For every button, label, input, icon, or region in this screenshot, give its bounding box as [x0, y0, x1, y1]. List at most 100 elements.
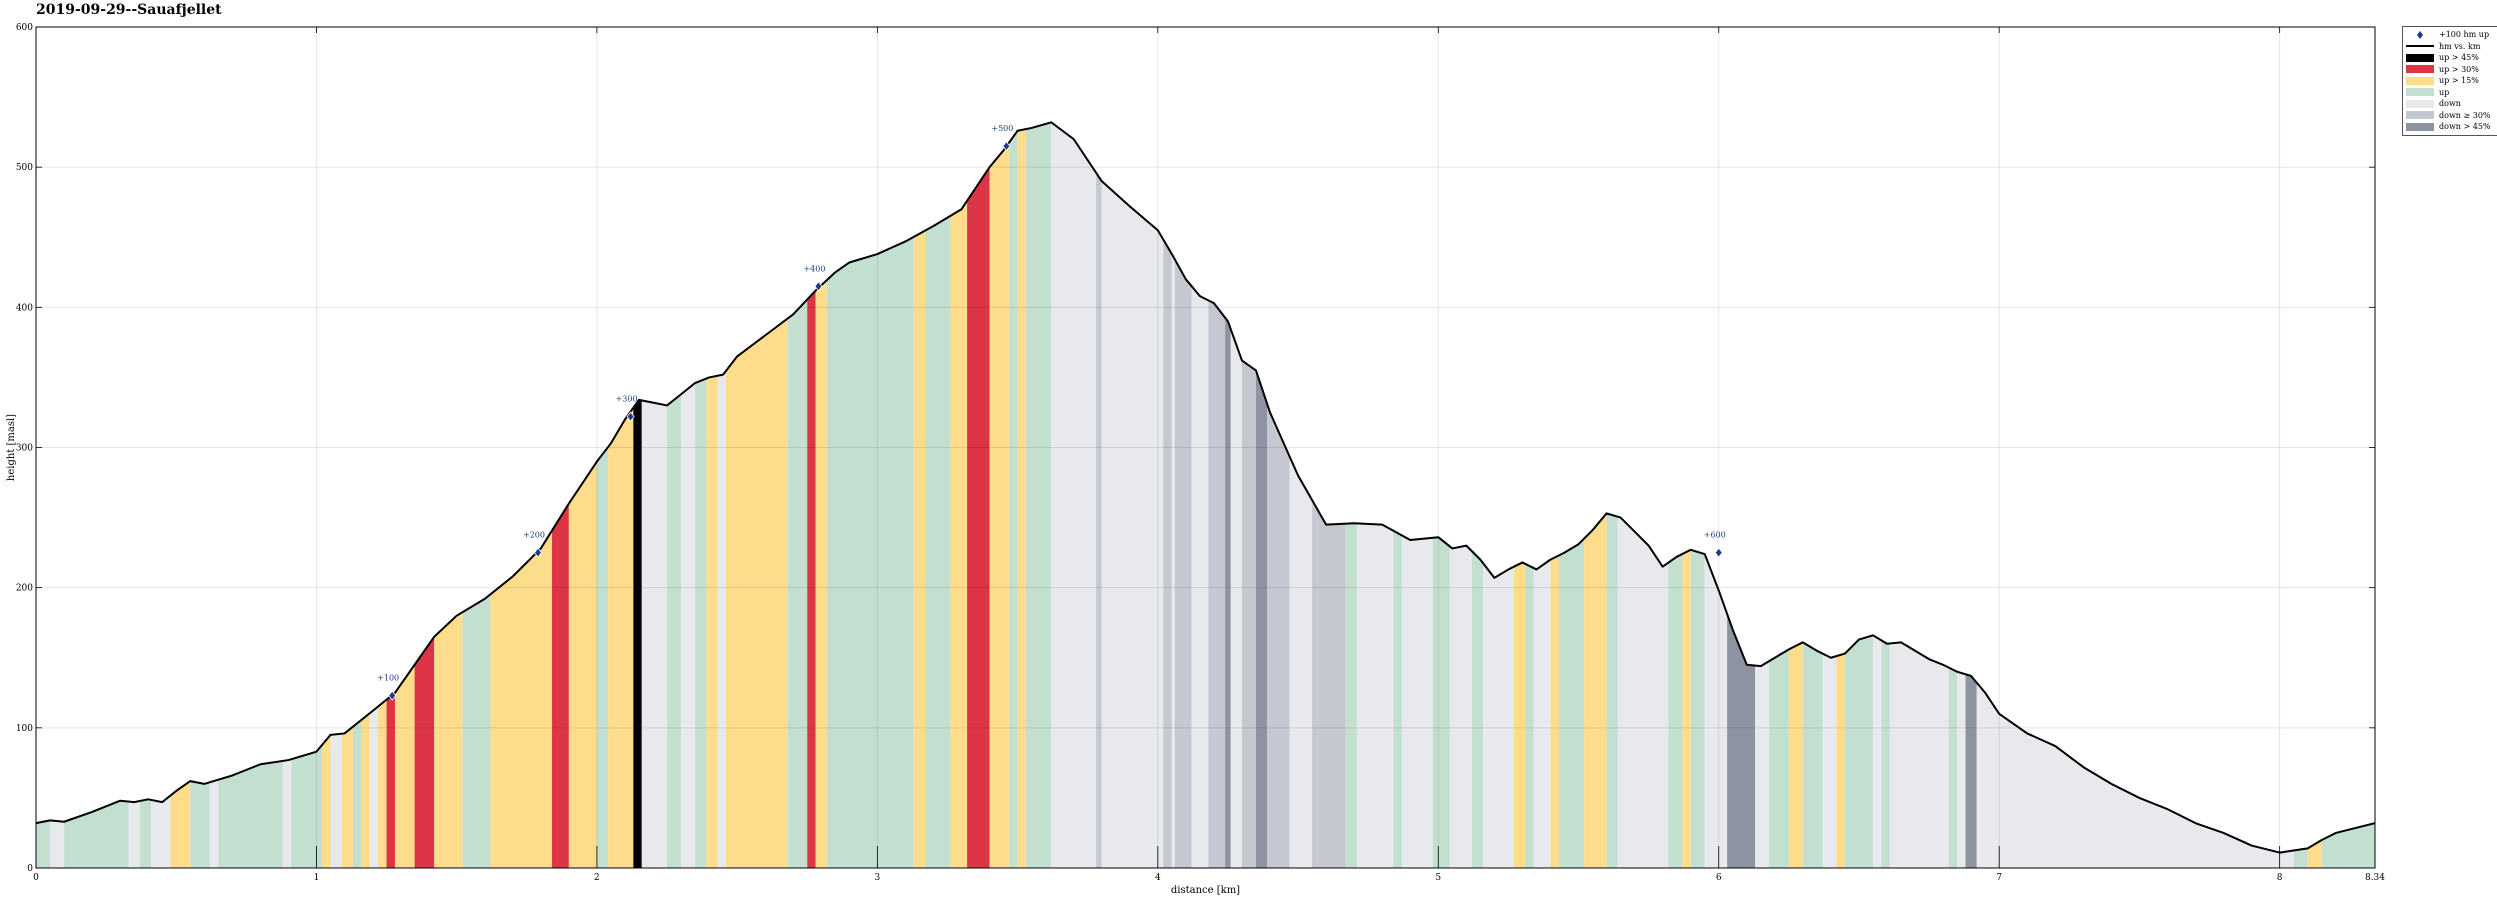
segment-95 [1948, 667, 1958, 868]
segment-99 [2293, 848, 2308, 868]
x-tick-label-4: 4 [1155, 873, 1161, 883]
segment-17 [369, 706, 379, 868]
segment-72 [1514, 562, 1526, 868]
x-tick-label-8: 8 [2277, 873, 2283, 883]
segment-64 [1345, 523, 1357, 868]
legend-label-2: up > 45% [2439, 53, 2479, 63]
segment-61 [1267, 404, 1290, 868]
segment-28 [608, 407, 634, 868]
segment-8 [209, 779, 219, 868]
segment-21 [414, 636, 435, 868]
marker-3 [814, 281, 823, 292]
segment-97 [1965, 674, 1977, 868]
legend-label-0: +100 hm up [2439, 30, 2490, 40]
segment-46 [1009, 130, 1018, 869]
segment-56 [1208, 300, 1226, 868]
segment-71 [1483, 563, 1514, 868]
segment-87 [1788, 642, 1803, 868]
segment-42 [925, 215, 951, 868]
marker-0 [388, 690, 397, 701]
segment-90 [1836, 653, 1845, 868]
segment-34 [706, 375, 718, 868]
segment-22 [434, 612, 463, 868]
x-tick-label-0: 0 [33, 873, 39, 883]
segment-41 [913, 230, 926, 868]
legend-item-5: up [2406, 87, 2494, 99]
segment-86 [1769, 649, 1789, 868]
legend-label-4: up > 15% [2439, 76, 2479, 86]
segment-78 [1606, 513, 1618, 868]
marker-label-2: +300 [616, 395, 638, 404]
segment-65 [1356, 523, 1394, 868]
segment-14 [341, 726, 353, 868]
legend-swatch-8 [2406, 122, 2434, 131]
marker-label-5: +600 [1704, 531, 1726, 540]
segment-9 [218, 760, 283, 868]
segment-57 [1225, 317, 1231, 869]
segment-5 [150, 795, 171, 868]
segment-29 [633, 399, 642, 868]
legend-item-8: down > 45% [2406, 121, 2494, 133]
segment-37 [787, 299, 808, 868]
x-tick-label-9: 8.34 [2365, 873, 2385, 883]
segment-26 [568, 461, 597, 868]
legend-label-1: hm vs. km [2439, 41, 2481, 51]
segment-47 [1017, 129, 1027, 869]
grid [36, 27, 2375, 868]
legend-label-5: up [2439, 87, 2450, 97]
segment-0 [36, 820, 51, 868]
legend-item-1: hm vs. km [2406, 41, 2494, 53]
marker-label-3: +400 [803, 264, 825, 273]
segment-35 [717, 370, 726, 868]
legend-swatch-0 [2406, 30, 2434, 39]
segment-23 [462, 594, 491, 868]
segment-66 [1393, 530, 1402, 868]
axes: 0 1 2 3 4 5 6 7 8 8.34 0 100 200 300 400 500 600 distance… [6, 23, 2385, 896]
segment-20 [394, 664, 415, 868]
segment-79 [1617, 516, 1669, 868]
legend-swatch-2 [2406, 53, 2434, 62]
segment-11 [291, 744, 323, 868]
segment-69 [1449, 545, 1472, 868]
segment-55 [1191, 286, 1209, 868]
legend-item-2: up > 45% [2406, 52, 2494, 64]
segment-6 [170, 781, 191, 868]
marker-5 [1714, 547, 1723, 558]
x-tick-label-3: 3 [874, 873, 880, 883]
x-tick-label-5: 5 [1435, 873, 1441, 883]
segment-85 [1755, 661, 1770, 868]
y-tick-label-0: 0 [27, 864, 33, 874]
slope-segments [36, 122, 2375, 869]
segment-48 [1026, 122, 1052, 868]
segment-19 [386, 692, 395, 868]
segment-32 [681, 383, 696, 868]
segment-30 [641, 400, 668, 868]
x-tick-label-2: 2 [594, 873, 600, 883]
segment-62 [1289, 456, 1313, 868]
y-tick-label-2: 200 [16, 584, 33, 594]
segment-60 [1255, 370, 1268, 868]
segment-80 [1668, 554, 1683, 868]
segment-49 [1051, 122, 1097, 868]
segment-24 [490, 530, 553, 868]
legend-swatch-7 [2406, 111, 2434, 120]
y-axis-label: height [masl] [6, 414, 17, 481]
segment-7 [190, 781, 210, 868]
segment-12 [322, 734, 331, 868]
segment-4 [139, 799, 151, 868]
segment-51 [1101, 181, 1164, 868]
legend-item-3: up > 30% [2406, 64, 2494, 76]
segment-33 [695, 378, 707, 868]
segment-31 [667, 394, 682, 868]
segment-76 [1558, 538, 1585, 868]
segment-63 [1312, 500, 1346, 868]
chart-title: 2019-09-29--Sauafjellet [36, 2, 222, 18]
legend-label-3: up > 30% [2439, 64, 2479, 74]
legend-label-7: down ≥ 30% [2439, 110, 2491, 120]
legend-item-7: down ≥ 30% [2406, 110, 2494, 122]
marker-2 [626, 411, 635, 422]
y-tick-label-5: 500 [16, 163, 33, 173]
legend-swatch-4 [2406, 76, 2434, 85]
hm-markers: +100 +200 +300 +400 +500 +600 [377, 124, 1726, 701]
legend-label-6: down [2439, 99, 2461, 109]
